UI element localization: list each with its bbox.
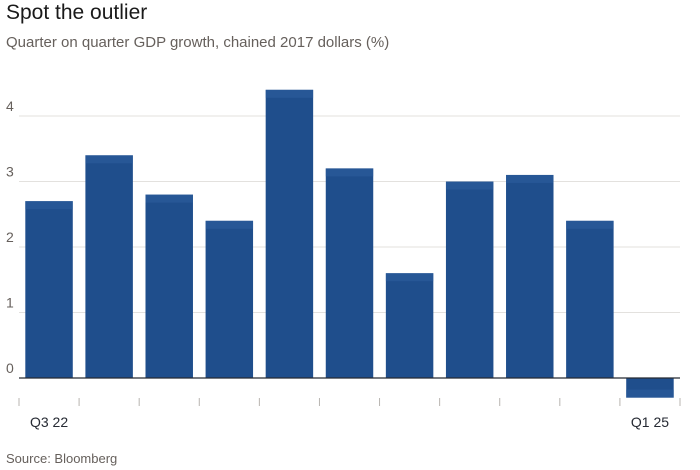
x-axis xyxy=(18,377,681,406)
y-tick-label: 2 xyxy=(6,229,14,245)
bar-q4-22 xyxy=(85,155,133,378)
x-tick-label: Q3 22 xyxy=(30,414,68,430)
tick-labels: 0 1 2 3 4 Q3 22 Q1 25 xyxy=(6,98,669,430)
source-note: Source: Bloomberg xyxy=(6,451,118,466)
bar-q2-23 xyxy=(205,220,254,378)
bar-q3-22 xyxy=(25,201,73,378)
bar-chart: 0 1 2 3 4 Q3 22 Q1 25 xyxy=(6,89,681,430)
y-tick-label: 1 xyxy=(6,295,14,311)
bar-rect xyxy=(566,220,614,378)
x-tick-label: Q1 25 xyxy=(631,414,669,430)
bar-q1-24 xyxy=(385,273,434,378)
chart-title: Spot the outlier xyxy=(6,1,148,24)
chart-subtitle: Quarter on quarter GDP growth, chained 2… xyxy=(6,34,390,51)
bar-q2-24 xyxy=(445,181,494,378)
bar-cap xyxy=(385,273,434,282)
bar-rect xyxy=(85,155,133,378)
bar-q4-24 xyxy=(566,220,614,378)
bar-q4-23 xyxy=(325,168,374,378)
bar-q3-23 xyxy=(265,89,314,379)
bar-cap xyxy=(566,220,614,229)
bar-q3-24 xyxy=(506,174,554,378)
y-tick-label: 0 xyxy=(6,360,14,376)
bar-rect xyxy=(325,168,374,378)
bar-cap xyxy=(205,220,254,229)
bar-q1-25 xyxy=(626,378,674,398)
bar-rect xyxy=(205,220,254,378)
bar-rect xyxy=(265,89,314,379)
bar-rect xyxy=(385,273,434,378)
bar-cap xyxy=(145,194,193,203)
bars xyxy=(25,89,674,398)
y-tick-label: 4 xyxy=(6,98,14,114)
bar-cap xyxy=(506,174,554,183)
bar-cap xyxy=(445,181,494,190)
bar-cap xyxy=(25,201,73,210)
bar-cap xyxy=(265,89,314,98)
bar-rect xyxy=(445,181,494,378)
bar-q1-23 xyxy=(145,194,193,378)
bar-rect xyxy=(145,194,193,378)
bar-rect xyxy=(506,174,554,378)
bar-cap xyxy=(85,155,133,164)
bar-rect xyxy=(25,201,73,378)
y-tick-label: 3 xyxy=(6,164,14,180)
bar-cap xyxy=(626,389,674,398)
bar-cap xyxy=(325,168,374,177)
